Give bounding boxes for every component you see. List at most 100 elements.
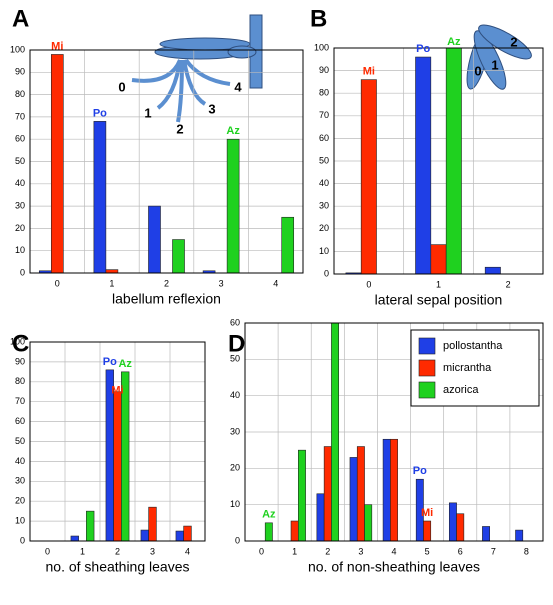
y-tick-label: 70: [319, 110, 329, 120]
legend-label: azorica: [443, 384, 479, 396]
icon-label: 0: [118, 79, 125, 94]
y-tick-label: 30: [319, 201, 329, 211]
x-tick-label: 0: [366, 279, 371, 289]
x-tick-label: 0: [259, 546, 264, 556]
y-tick-label: 60: [15, 134, 25, 144]
x-tick-label: 1: [292, 546, 297, 556]
y-tick-label: 100: [10, 44, 25, 54]
y-tick-label: 40: [319, 178, 329, 188]
y-tick-label: 10: [319, 246, 329, 256]
x-tick-label: 3: [219, 278, 224, 288]
bar: [172, 239, 185, 274]
y-tick-label: 40: [15, 456, 25, 466]
bar: [382, 438, 391, 542]
x-tick-label: 6: [458, 546, 463, 556]
annotation: Mi: [111, 385, 123, 397]
legend-swatch: [418, 381, 436, 399]
y-tick-label: 50: [15, 156, 25, 166]
x-tick-label: 1: [109, 278, 114, 288]
icon-label: 2: [176, 121, 183, 136]
bar: [364, 504, 373, 542]
bar: [331, 322, 340, 542]
bar: [290, 520, 299, 542]
bar: [50, 54, 64, 274]
bar: [70, 535, 79, 542]
bar: [298, 449, 306, 542]
y-tick-label: 80: [319, 88, 329, 98]
x-tick-label: 1: [436, 279, 441, 289]
bar: [148, 205, 161, 274]
legend-swatch: [418, 359, 436, 377]
x-tick-label: 2: [164, 278, 169, 288]
y-tick-label: 60: [15, 416, 25, 426]
annotation: Po: [103, 356, 117, 368]
panel-letter: C: [12, 330, 29, 357]
y-tick-label: 90: [319, 65, 329, 75]
bar: [356, 446, 365, 542]
x-tick-label: 1: [80, 546, 85, 556]
x-tick-label: 0: [55, 278, 60, 288]
bar: [226, 138, 240, 274]
y-tick-label: 20: [15, 223, 25, 233]
x-tick-label: 8: [524, 546, 529, 556]
annotation: Po: [416, 43, 430, 55]
bar: [183, 525, 192, 542]
bar: [281, 216, 295, 274]
x-tick-label: 3: [358, 546, 363, 556]
plot-frame: [29, 341, 206, 542]
bar: [121, 371, 130, 542]
legend-label: pollostantha: [443, 340, 503, 352]
bar: [456, 513, 465, 542]
y-tick-label: 60: [230, 317, 240, 327]
y-tick-label: 80: [15, 89, 25, 99]
x-tick-label: 2: [115, 546, 120, 556]
y-tick-label: 0: [20, 535, 25, 545]
annotation: Az: [118, 358, 132, 370]
icon-b: [466, 24, 532, 90]
y-tick-label: 10: [15, 245, 25, 255]
panel-letter: B: [310, 5, 327, 32]
y-tick-label: 40: [230, 390, 240, 400]
panel-letter: D: [228, 330, 245, 357]
plot-frame: [244, 322, 544, 542]
y-tick-label: 100: [314, 42, 329, 52]
y-tick-label: 80: [15, 376, 25, 386]
y-tick-label: 10: [230, 499, 240, 509]
annotation: Po: [93, 107, 107, 119]
icon-label: 1: [491, 57, 498, 72]
y-tick-label: 0: [235, 535, 240, 545]
plot-frame: [29, 49, 304, 274]
annotation: Mi: [421, 507, 433, 519]
annotation: Az: [262, 509, 276, 521]
bar: [423, 520, 432, 542]
legend-swatch: [418, 337, 436, 355]
y-tick-label: 30: [15, 200, 25, 210]
x-axis-label: no. of non-sheathing leaves: [308, 559, 480, 575]
bar: [93, 121, 107, 274]
x-tick-label: 4: [391, 546, 396, 556]
icon-a: [131, 14, 263, 123]
y-tick-label: 50: [319, 155, 329, 165]
panel-letter: A: [12, 5, 29, 32]
bar: [113, 391, 122, 542]
y-tick-label: 60: [319, 133, 329, 143]
y-tick-label: 30: [15, 476, 25, 486]
y-tick-label: 20: [319, 223, 329, 233]
y-tick-label: 100: [10, 336, 25, 346]
annotation: Mi: [51, 40, 63, 52]
y-tick-label: 40: [15, 178, 25, 188]
icon-label: 4: [234, 79, 242, 94]
x-tick-label: 7: [491, 546, 496, 556]
bar: [430, 244, 447, 275]
icon-label: 0: [474, 63, 481, 78]
annotation: Mi: [363, 66, 375, 78]
x-tick-label: 3: [150, 546, 155, 556]
annotation: Az: [447, 36, 461, 48]
y-tick-label: 70: [15, 111, 25, 121]
bar: [140, 529, 149, 542]
icon-label: 1: [144, 105, 151, 120]
bar: [148, 506, 157, 542]
bar: [482, 526, 490, 542]
icon-label: 3: [208, 101, 215, 116]
